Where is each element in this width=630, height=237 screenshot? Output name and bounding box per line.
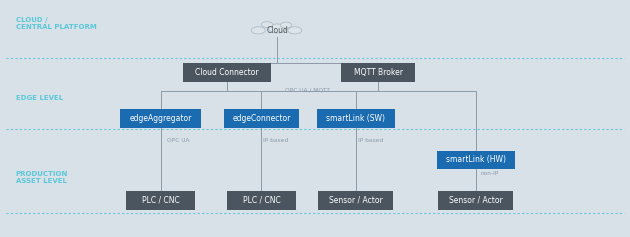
Text: PRODUCTION
ASSET LEVEL: PRODUCTION ASSET LEVEL	[16, 171, 68, 184]
Text: non-IP: non-IP	[481, 171, 500, 176]
Ellipse shape	[268, 24, 286, 33]
Text: IP based: IP based	[263, 138, 289, 143]
Text: smartLink (SW): smartLink (SW)	[326, 114, 386, 123]
Text: Sensor / Actor: Sensor / Actor	[449, 196, 503, 205]
Text: MQTT Broker: MQTT Broker	[353, 68, 403, 77]
FancyBboxPatch shape	[224, 109, 299, 128]
FancyBboxPatch shape	[227, 191, 296, 210]
Text: Cloud: Cloud	[266, 26, 288, 35]
FancyBboxPatch shape	[318, 191, 393, 210]
Text: IP based: IP based	[358, 138, 383, 143]
Text: EDGE LEVEL: EDGE LEVEL	[16, 95, 63, 101]
Text: OPC UA: OPC UA	[167, 138, 190, 143]
Text: Cloud Connector: Cloud Connector	[195, 68, 258, 77]
FancyBboxPatch shape	[437, 151, 515, 169]
Text: PLC / CNC: PLC / CNC	[142, 196, 180, 205]
Text: edgeAggregator: edgeAggregator	[129, 114, 192, 123]
FancyBboxPatch shape	[120, 109, 202, 128]
Text: smartLink (HW): smartLink (HW)	[445, 155, 506, 164]
FancyBboxPatch shape	[340, 63, 416, 82]
Text: edgeConnector: edgeConnector	[232, 114, 290, 123]
Ellipse shape	[261, 22, 273, 28]
FancyBboxPatch shape	[317, 109, 395, 128]
Text: CLOUD /
CENTRAL PLATFORM: CLOUD / CENTRAL PLATFORM	[16, 17, 96, 30]
FancyBboxPatch shape	[183, 63, 271, 82]
Ellipse shape	[288, 27, 302, 34]
Ellipse shape	[251, 27, 265, 34]
Text: OPC UA / MQTT: OPC UA / MQTT	[285, 87, 330, 92]
Text: Sensor / Actor: Sensor / Actor	[329, 196, 383, 205]
Text: PLC / CNC: PLC / CNC	[243, 196, 280, 205]
Ellipse shape	[280, 22, 292, 28]
FancyBboxPatch shape	[126, 191, 195, 210]
FancyBboxPatch shape	[438, 191, 513, 210]
